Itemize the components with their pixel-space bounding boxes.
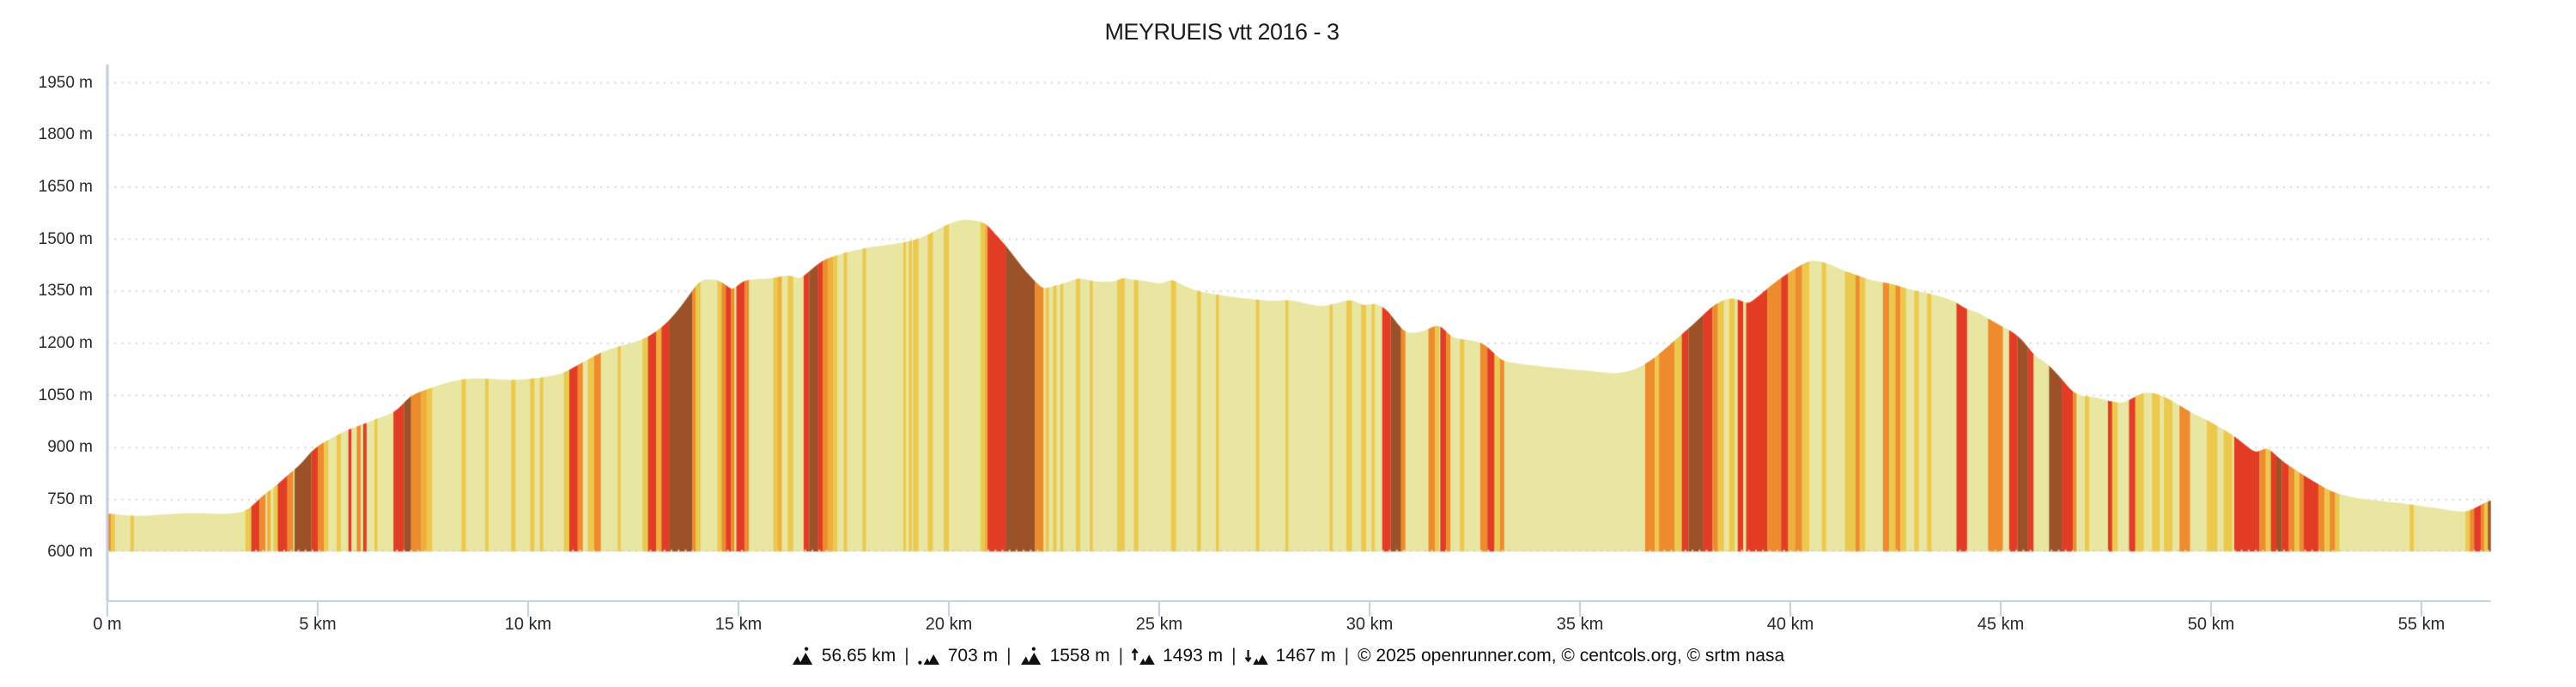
y-axis-label: 750 m [47,489,93,508]
x-axis-label: 20 km [925,615,973,634]
y-axis-label: 600 m [47,542,93,561]
distance-stat: 56.65 km [792,646,896,666]
ascent-value: 1493 m [1163,646,1224,666]
x-axis-label: 0 m [93,615,122,634]
min-elevation-stat: 703 m [918,646,998,666]
descent-value: 1467 m [1275,646,1336,666]
separator: | [1006,646,1012,666]
max-elevation-icon [1020,647,1041,665]
x-axis-label: 55 km [2397,615,2445,634]
copyright-text: © 2025 openrunner.com, © centcols.org, ©… [1358,646,1785,666]
page-title: MEYRUEIS vtt 2016 - 3 [1104,19,1340,45]
y-axis-label: 1650 m [38,177,93,196]
x-axis-label: 15 km [714,615,762,634]
min-elevation-icon [918,654,939,665]
y-axis-label: 900 m [47,438,93,457]
max-elevation-value: 1558 m [1049,646,1110,666]
y-axis-label: 1500 m [38,229,93,248]
x-axis-label: 50 km [2187,615,2235,634]
stats-footer: 56.65 km | 703 m | 1558 m | 1493 m | [0,646,2576,666]
distance-value: 56.65 km [821,646,896,666]
min-elevation-value: 703 m [947,646,999,666]
x-axis-label: 10 km [504,615,552,634]
descent-icon [1244,650,1268,665]
max-elevation-stat: 1558 m [1020,646,1110,666]
x-axis-label: 35 km [1556,615,1604,634]
y-axis-label: 1350 m [38,282,93,301]
x-axis-label: 45 km [1977,615,2025,634]
y-axis-label: 1950 m [38,73,93,92]
separator: | [1344,646,1350,666]
separator: | [1231,646,1236,666]
x-axis-label: 40 km [1766,615,1814,634]
distance-icon [792,647,813,665]
y-axis-label: 1200 m [38,333,93,352]
x-axis-label: 25 km [1135,615,1183,634]
y-axis-label: 1800 m [38,125,93,144]
descent-stat: 1467 m [1244,646,1336,666]
y-axis-label: 1050 m [38,386,93,404]
x-axis-label: 30 km [1346,615,1394,634]
ascent-icon [1132,647,1155,665]
separator: | [904,646,909,666]
separator: | [1118,646,1124,666]
x-axis-label: 5 km [299,615,337,634]
ascent-stat: 1493 m [1132,646,1223,666]
